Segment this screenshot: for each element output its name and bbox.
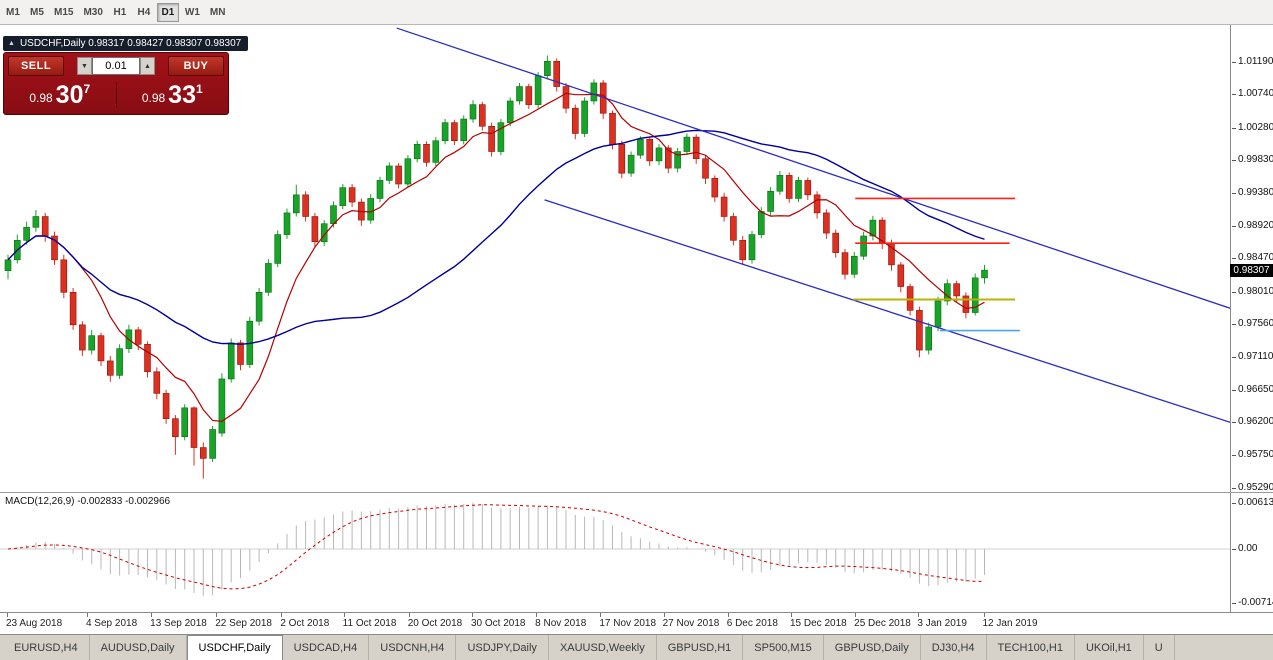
one-click-trading-panel: SELL ▼ ▲ BUY 0.98 30 7 0.98 33 1	[3, 52, 229, 115]
trendline[interactable]	[396, 27, 1230, 309]
price-axis-label: 0.96200	[1232, 416, 1273, 427]
date-label: 20 Oct 2018	[407, 613, 463, 629]
price-axis[interactable]: 1.01190 1.00740 1.00280 0.99830 0.99380 0.989…	[1230, 25, 1273, 612]
symbol-tab-usdchf-daily[interactable]: USDCHF,Daily	[186, 635, 283, 660]
macd-axis-label: 0.00	[1232, 543, 1257, 554]
date-label: 27 Nov 2018	[662, 613, 720, 629]
symbol-tab-gbpusd-h1[interactable]: GBPUSD,H1	[657, 635, 744, 660]
symbol-tab-sp500-m15[interactable]: SP500,M15	[743, 635, 824, 660]
price-axis-label: 0.98010	[1232, 286, 1273, 297]
timeframe-button-m1[interactable]: M1	[2, 3, 24, 22]
sell-price-pip: 7	[83, 82, 91, 96]
chart-marker-icon: ▲	[8, 40, 15, 47]
symbol-tab-audusd-daily[interactable]: AUDUSD,Daily	[90, 635, 187, 660]
price-axis-label: 0.98920	[1232, 220, 1273, 231]
buy-price[interactable]: 0.98 33 1	[117, 81, 229, 108]
date-label: 30 Oct 2018	[471, 613, 526, 629]
volume-decrease-button[interactable]: ▼	[77, 57, 92, 75]
symbol-tab-eurusd-h4[interactable]: EURUSD,H4	[3, 635, 90, 660]
candles	[4, 55, 988, 479]
chart-canvas[interactable]	[0, 25, 1230, 612]
date-label: 3 Jan 2019	[917, 613, 967, 629]
buy-price-prefix: 0.98	[141, 91, 166, 105]
sell-price[interactable]: 0.98 30 7	[4, 81, 116, 108]
price-axis-label: 0.97560	[1232, 318, 1273, 329]
timeframe-button-m5[interactable]: M5	[26, 3, 48, 22]
symbol-title: USDCHF,Daily 0.98317 0.98427 0.98307 0.9…	[19, 38, 242, 49]
symbol-tab-usdjpy-daily[interactable]: USDJPY,Daily	[456, 635, 549, 660]
price-axis-label: 0.97110	[1232, 351, 1273, 362]
sell-price-big: 30	[55, 81, 84, 109]
price-axis-label: 1.00280	[1232, 122, 1273, 133]
volume-input[interactable]	[92, 57, 140, 75]
date-label: 23 Aug 2018	[6, 613, 63, 629]
buy-price-big: 33	[168, 81, 196, 109]
panel-separator[interactable]	[0, 492, 1273, 493]
price-axis-label: 0.99380	[1232, 187, 1273, 198]
date-label: 8 Nov 2018	[535, 613, 587, 629]
date-label: 22 Sep 2018	[215, 613, 272, 629]
sell-price-prefix: 0.98	[29, 91, 53, 105]
volume-increase-button[interactable]: ▲	[140, 57, 155, 75]
buy-price-pip: 1	[195, 82, 203, 96]
timeframe-button-w1[interactable]: W1	[181, 3, 204, 22]
price-axis-label: 1.01190	[1232, 56, 1273, 67]
trendline[interactable]	[544, 199, 1230, 423]
symbol-tab-usdcad-h4[interactable]: USDCAD,H4	[283, 635, 370, 660]
date-label: 12 Jan 2019	[982, 613, 1038, 629]
timeframe-button-h4[interactable]: H4	[133, 3, 155, 22]
price-axis-label: 0.98470	[1232, 252, 1273, 263]
chart-tabs-bar: EURUSD,H4 AUDUSD,Daily USDCHF,Daily USDCAD,…	[0, 634, 1273, 660]
date-label: 13 Sep 2018	[150, 613, 207, 629]
symbol-tab-ukoil-h1[interactable]: UKOil,H1	[1075, 635, 1144, 660]
date-label: 11 Oct 2018	[342, 613, 397, 629]
symbol-tab-usdcnh-h4[interactable]: USDCNH,H4	[369, 635, 457, 660]
price-divider	[115, 81, 117, 108]
symbol-tab-gbpusd-daily[interactable]: GBPUSD,Daily	[824, 635, 921, 660]
time-axis[interactable]: 23 Aug 2018 4 Sep 2018 13 Sep 2018 22 Sep 2…	[0, 612, 1273, 634]
current-price-badge: 0.98307	[1230, 264, 1273, 277]
date-label: 25 Dec 2018	[854, 613, 911, 629]
ma-fast-line	[7, 92, 985, 422]
timeframe-button-h1[interactable]: H1	[109, 3, 131, 22]
timeframe-button-d1[interactable]: D1	[156, 2, 179, 22]
symbol-ohlc-label: ▲ USDCHF,Daily 0.98317 0.98427 0.98307 0…	[3, 36, 249, 51]
date-label: 4 Sep 2018	[85, 613, 138, 629]
macd-indicator-label: MACD(12,26,9) -0.002833 -0.002966	[5, 496, 171, 507]
buy-button[interactable]: BUY	[168, 56, 224, 76]
symbol-tab-dj30-h4[interactable]: DJ30,H4	[921, 635, 987, 660]
timeframe-toolbar: M1 M5 M15 M30 H1 H4 D1 W1 MN	[0, 0, 1273, 25]
macd-signal-line	[7, 504, 985, 590]
price-axis-label: 0.99830	[1232, 154, 1273, 165]
date-label: 17 Nov 2018	[599, 613, 657, 629]
symbol-tab-u[interactable]: U	[1144, 635, 1175, 660]
macd-axis-label: 0.006137	[1232, 497, 1273, 508]
timeframe-button-mn[interactable]: MN	[206, 3, 230, 22]
symbol-tab-tech100-h1[interactable]: TECH100,H1	[987, 635, 1075, 660]
timeframe-button-m30[interactable]: M30	[79, 3, 106, 22]
volume-control: ▼ ▲	[67, 57, 165, 75]
price-axis-label: 1.00740	[1232, 88, 1273, 99]
trade-prices-row: 0.98 30 7 0.98 33 1	[4, 76, 228, 113]
symbol-tab-xauusd-weekly[interactable]: XAUUSD,Weekly	[549, 635, 657, 660]
ma-slow-line	[7, 129, 985, 346]
price-axis-label: 0.95750	[1232, 449, 1273, 460]
price-axis-label: 0.95290	[1232, 482, 1273, 493]
sell-button[interactable]: SELL	[8, 56, 64, 76]
date-label: 2 Oct 2018	[280, 613, 330, 629]
date-label: 15 Dec 2018	[789, 613, 847, 629]
date-label: 6 Dec 2018	[726, 613, 778, 629]
timeframe-button-m15[interactable]: M15	[50, 3, 77, 22]
macd-histogram	[16, 502, 985, 596]
macd-axis-label: -0.007142	[1232, 597, 1273, 608]
trade-controls-row: SELL ▼ ▲ BUY	[4, 53, 228, 76]
price-axis-label: 0.96650	[1232, 384, 1273, 395]
